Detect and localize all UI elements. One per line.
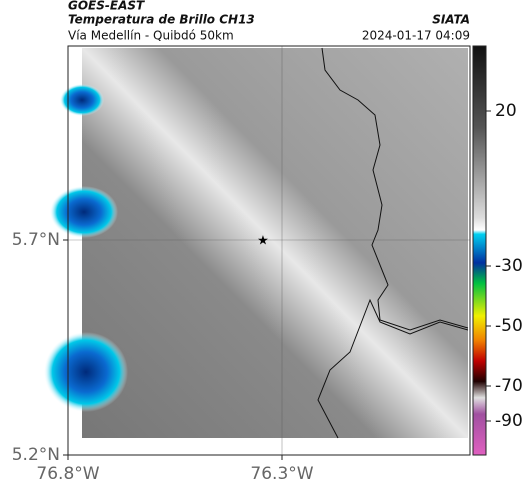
product: Temperatura de Brillo CH13 [68, 13, 255, 27]
colorbar-tick-label: 20 [495, 101, 517, 121]
cold-cloud [60, 84, 104, 116]
route: Vía Medellín - Quibdó 50km [68, 29, 234, 43]
boundary [317, 47, 469, 439]
x-tick-label: 76.3°W [250, 464, 313, 484]
colorbar-tick-label: -50 [495, 316, 523, 336]
cold-cloud [44, 332, 128, 412]
ticks: 76.8°W 76.3°W 5.7°N 5.2°N 20 -30 -50 -70 -90 [12, 101, 523, 484]
satellite-image [82, 48, 468, 438]
colorbar-tick-label: -90 [495, 411, 523, 431]
org: SIATA [432, 13, 470, 27]
y-tick-label: 5.7°N [12, 230, 60, 250]
colorbar [472, 45, 487, 456]
timestamp: 2024-01-17 04:09 [362, 29, 470, 43]
x-tick-label: 76.8°W [36, 464, 99, 484]
map-frame [67, 45, 471, 456]
cold-cloud [50, 186, 118, 238]
colorbar-tick-label: -70 [495, 376, 523, 396]
y-tick-label: 5.2°N [12, 445, 60, 465]
title: GOES-EAST [68, 0, 145, 13]
station-marker: ★ [257, 234, 269, 249]
colorbar-tick-label: -30 [495, 256, 523, 276]
